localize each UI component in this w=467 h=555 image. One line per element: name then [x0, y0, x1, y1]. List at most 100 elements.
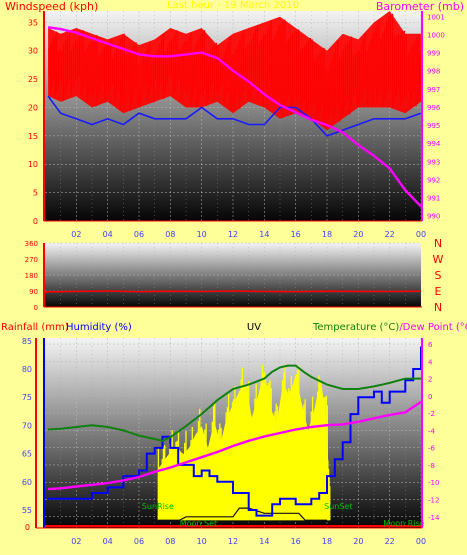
wind-baro-x-tick-labels: 02 04 06 08 10 12 14 16 18 20 22 00 [71, 230, 426, 239]
x-tick-label: 00 [416, 537, 426, 546]
temperature-tick-label: 2 [428, 376, 432, 384]
x-tick-label: 20 [353, 230, 363, 239]
x-tick-label: 16 [291, 230, 301, 239]
direction-tick-label: 360 [25, 240, 38, 248]
temperature-tick-label: 0 [428, 393, 432, 401]
wind-baro-chart-title: Last hour - 19 March 2010 [167, 0, 299, 11]
dewpoint-line [48, 400, 422, 491]
compass-label: N [434, 237, 442, 250]
sunset-label: SunSet [324, 502, 352, 511]
windspeed-tick-label: 20 [28, 103, 38, 112]
barometer-tick-label: 996 [427, 104, 441, 112]
x-tick-label: 00 [416, 230, 426, 239]
temperature-tick-labels: -14 -12 -10 -8 -6 -4 -2 0 2 4 6 [428, 341, 440, 522]
x-tick-label: 14 [259, 537, 269, 546]
barometer-tick-labels: 990 991 992 993 994 995 996 997 998 999 1000 1001 [427, 13, 445, 220]
barometer-tick-label: 1000 [427, 32, 445, 40]
barometer-line [47, 26, 422, 208]
uv-series [157, 364, 331, 521]
direction-tick-label: 180 [25, 272, 38, 280]
wind-direction-lines [44, 290, 422, 293]
x-tick-label: 06 [134, 230, 144, 239]
humidity-tick-label: 55 [22, 506, 32, 515]
temperature-tick-label: -2 [428, 410, 435, 418]
x-tick-label: 12 [228, 537, 238, 546]
compass-label: N [434, 301, 442, 314]
temperature-tick-label: 6 [428, 341, 433, 349]
temp-hum-lines [45, 346, 422, 527]
barometer-tick-label: 991 [427, 194, 440, 202]
humidity-tick-label: 85 [22, 337, 32, 346]
temperature-tick-label: -4 [428, 427, 436, 435]
direction-tick-labels: 0 90 180 270 360 [25, 240, 38, 312]
x-tick-label: 10 [197, 537, 207, 546]
barometer-tick-label: 995 [427, 122, 440, 130]
barometer-tick-label: 992 [427, 176, 440, 184]
windspeed-tick-label: 25 [28, 75, 38, 84]
windspeed-tick-label: 35 [28, 18, 38, 27]
rainfall-tick-label: 0 [25, 523, 30, 532]
temperature-line [48, 364, 421, 442]
x-tick-label: 04 [103, 230, 113, 239]
sun-moon-markers: SunRise SunSet Moon Set Moon Rise [142, 502, 425, 528]
humidity-tick-label: 65 [22, 450, 32, 459]
humidity-tick-label: 80 [22, 365, 32, 374]
compass-label: E [435, 285, 442, 298]
humidity-line [48, 346, 422, 517]
average-wind-line [47, 95, 422, 137]
compass-label: W [433, 253, 444, 266]
x-tick-label: 18 [322, 537, 332, 546]
wind-baro-lines [47, 26, 422, 208]
x-tick-label: 02 [71, 537, 81, 546]
x-tick-label: 08 [165, 537, 175, 546]
humidity-tick-labels: 55 60 65 70 75 80 85 [22, 337, 32, 515]
x-tick-label: 06 [134, 537, 144, 546]
humidity-tick-label: 70 [22, 421, 32, 430]
temperature-tick-label: -14 [428, 514, 440, 522]
barometer-tick-label: 997 [427, 86, 440, 94]
sunrise-label: SunRise [142, 502, 174, 511]
temperature-dewpoint-axis-title: Temperature (°C)/Dew Point (°C) [312, 322, 467, 333]
windspeed-tick-label: 10 [28, 160, 38, 169]
windspeed-axis-title: Windspeed (kph) [5, 0, 98, 13]
x-tick-label: 08 [165, 230, 175, 239]
moonrise-label: Moon Rise [383, 519, 424, 528]
x-tick-label: 12 [228, 230, 238, 239]
rainfall-axis-title: Rainfall (mm) [1, 322, 69, 333]
humidity-axis-title: Humidity (%) [66, 322, 132, 333]
x-tick-label: 04 [103, 537, 113, 546]
solar-line [157, 507, 327, 521]
windspeed-tick-label: 0 [33, 217, 38, 226]
windspeed-tick-label: 15 [28, 132, 38, 141]
x-tick-label: 16 [291, 537, 301, 546]
barometer-tick-label: 998 [427, 68, 440, 76]
temperature-tick-label: -8 [428, 462, 435, 470]
temperature-tick-label: 4 [428, 358, 433, 366]
x-tick-label: 20 [353, 537, 363, 546]
x-tick-label: 18 [322, 230, 332, 239]
temperature-tick-label: -10 [428, 479, 439, 487]
direction-line [44, 290, 422, 293]
temp-hum-x-tick-labels: 02 04 06 08 10 12 14 16 18 20 22 00 [71, 537, 426, 546]
barometer-tick-label: 1001 [427, 13, 445, 21]
barometer-tick-label: 993 [427, 158, 440, 166]
barometer-tick-label: 994 [427, 140, 441, 148]
barometer-tick-label: 990 [427, 213, 440, 221]
windspeed-tick-label: 30 [28, 47, 38, 56]
temperature-tick-label: -12 [428, 497, 439, 505]
humidity-tick-label: 75 [22, 393, 32, 402]
barometer-axis-title: Barometer (mb) [376, 0, 464, 13]
direction-tick-label: 0 [34, 304, 38, 312]
x-tick-label: 02 [71, 230, 81, 239]
barometer-tick-label: 999 [427, 50, 440, 58]
windspeed-tick-label: 5 [33, 189, 38, 198]
x-tick-label: 22 [385, 230, 395, 239]
x-tick-label: 22 [385, 537, 395, 546]
temperature-tick-label: -6 [428, 445, 436, 453]
x-tick-label: 10 [197, 230, 207, 239]
x-tick-label: 14 [259, 230, 269, 239]
